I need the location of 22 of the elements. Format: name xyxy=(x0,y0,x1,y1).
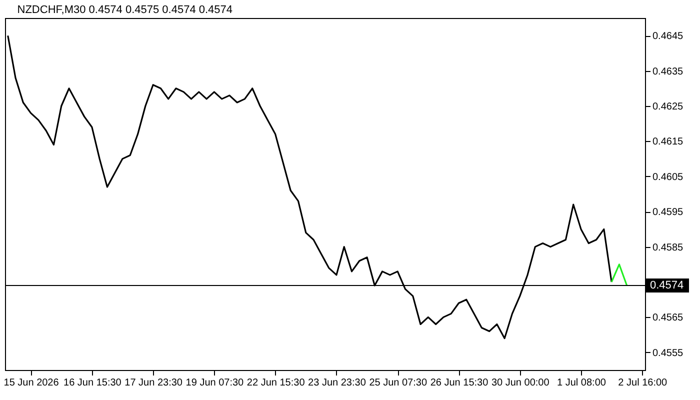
chart-title: NZDCHF,M30 0.4574 0.4575 0.4574 0.4574 xyxy=(17,4,233,16)
x-tick-label: 16 Jun 15:30 xyxy=(64,378,122,388)
x-tick-label: 15 Jun 2026 xyxy=(4,378,60,388)
x-tick-label: 22 Jun 15:30 xyxy=(246,378,306,388)
y-tick-label: 0.4605 xyxy=(652,172,684,183)
y-tick-label: 0.4565 xyxy=(652,312,684,324)
y-tick-label: 0.4615 xyxy=(652,136,684,148)
y-tick-label: 0.4555 xyxy=(652,348,684,359)
x-tick-label: 2 Jul 16:00 xyxy=(618,378,668,388)
ref-line-label: 0.4574 xyxy=(650,280,684,292)
x-tick-label: 17 Jun 23:30 xyxy=(124,378,183,388)
x-tick-label: 25 Jun 07:30 xyxy=(369,378,428,388)
y-tick-label: 0.4595 xyxy=(652,207,684,218)
y-tick-label: 0.4645 xyxy=(652,31,684,42)
x-tick-label: 23 Jun 23:30 xyxy=(308,378,366,388)
x-tick-label: 1 Jul 08:00 xyxy=(557,378,606,388)
y-tick-label: 0.4625 xyxy=(652,102,684,112)
y-tick-label: 0.4585 xyxy=(652,242,684,254)
x-tick-label: 26 Jun 15:30 xyxy=(430,378,489,388)
x-tick-label: 19 Jun 07:30 xyxy=(186,378,244,388)
y-tick-label: 0.4635 xyxy=(652,66,684,78)
x-tick-label: 30 Jun 00:00 xyxy=(491,378,550,388)
